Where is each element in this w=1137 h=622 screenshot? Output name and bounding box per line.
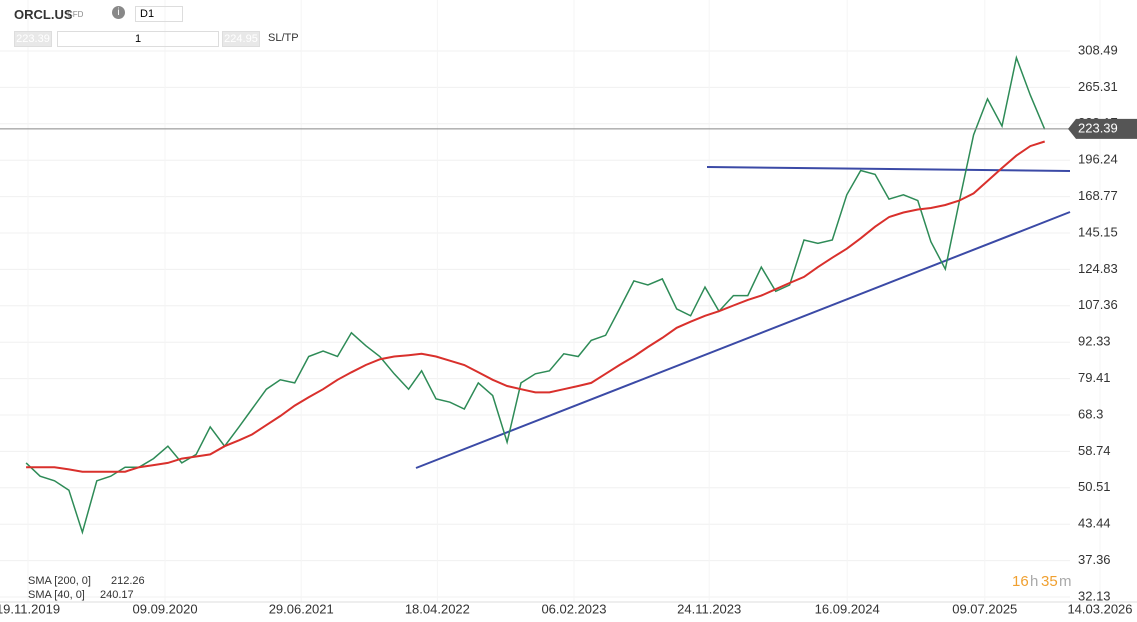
last-price-tag [1068,118,1137,139]
y-tick-label: 79.41 [1078,370,1111,385]
indicator-label: SMA [40, 0] [28,589,85,601]
x-tick-label: 19.11.2019 [0,601,60,616]
indicator-value: 212.26 [111,575,145,587]
indicator-label: SMA [200, 0] [28,575,91,587]
ask-price: 224.95 [222,31,260,47]
resistance-line [706,166,1071,172]
y-tick-label: 50.51 [1078,479,1111,494]
volume-input[interactable]: 1 [57,31,219,47]
symbol[interactable]: ORCL.US [14,7,73,22]
y-tick-label: 196.24 [1078,152,1118,167]
x-tick-label: 18.04.2022 [405,601,470,616]
y-tick-label: 68.3 [1078,406,1103,421]
grid [0,50,1070,598]
y-tick-label: 145.15 [1078,224,1118,239]
last-price-label: 223.39 [1078,120,1118,135]
timer-unit: m [1059,573,1072,590]
x-tick-label: 16.09.2024 [815,601,880,616]
timer-hours: 16 [1012,573,1029,590]
y-tick-label: 92.33 [1078,334,1111,349]
x-tick-label: 06.02.2023 [541,601,606,616]
y-tick-label: 124.83 [1078,261,1118,276]
y-tick-label: 37.36 [1078,552,1111,567]
support-trendline [415,211,1071,469]
bid-price: 223.39 [14,31,52,47]
timer-unit: h [1030,573,1038,590]
x-tick-label: 24.11.2023 [677,601,741,616]
x-tick-label: 14.03.2026 [1067,601,1132,616]
y-tick-label: 43.44 [1078,516,1111,531]
x-tick-label: 09.09.2020 [133,601,198,616]
info-icon[interactable]: i [112,6,125,19]
y-tick-label: 32.13 [1078,588,1111,603]
y-tick-label: 308.49 [1078,42,1118,57]
indicator-value: 240.17 [100,589,134,601]
instrument-type: CFD [67,10,84,19]
y-tick-label: 265.31 [1078,79,1118,94]
timer-minutes: 35 [1041,573,1058,590]
sltp-button[interactable]: SL/TP [268,32,299,44]
y-tick-label: 168.77 [1078,188,1118,203]
price-line [25,55,1046,535]
x-tick-label: 09.07.2025 [952,601,1017,616]
timeframe-select[interactable]: D1 [135,6,183,22]
plot [25,55,1046,535]
y-tick-label: 58.74 [1078,443,1111,458]
x-tick-label: 29.06.2021 [269,601,334,616]
sma-line [26,140,1046,473]
y-tick-label: 107.36 [1078,297,1118,312]
